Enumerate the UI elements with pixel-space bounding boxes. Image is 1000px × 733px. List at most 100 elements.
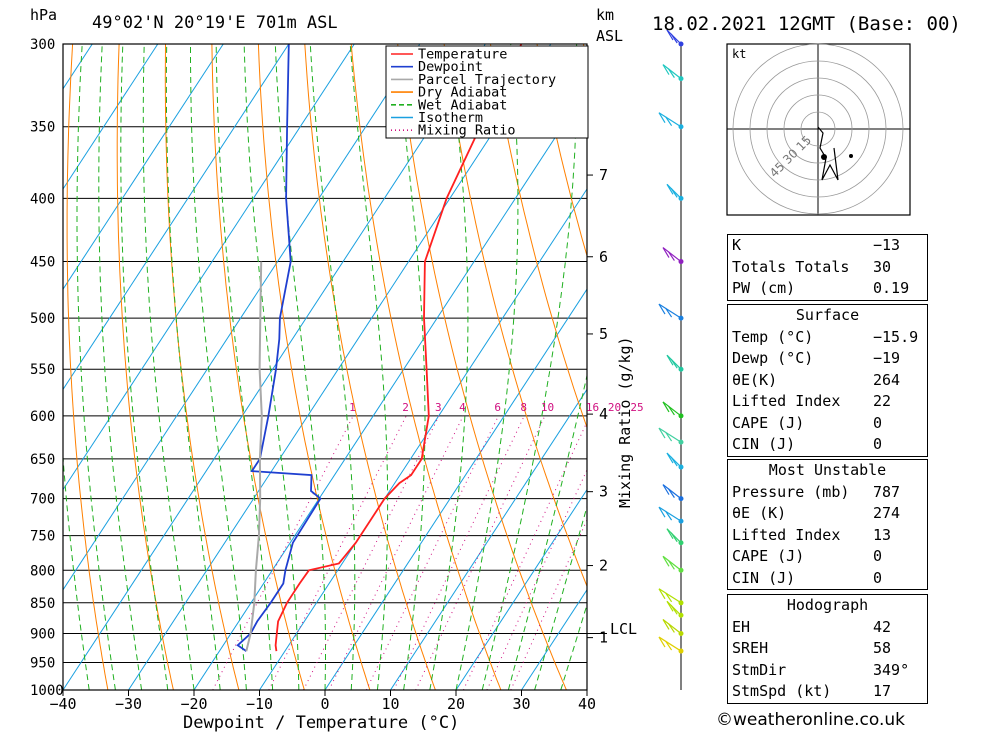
pressure-tick-label: 1000 [30, 683, 64, 699]
most-unstable-title: Most Unstable [768, 461, 887, 479]
dry-adiabat-line [536, 44, 587, 258]
index-label: K [732, 236, 742, 254]
dry-adiabat-line [397, 44, 567, 690]
wind-barb [662, 247, 684, 265]
hodograph-unit: kt [732, 47, 746, 61]
hodo-value: 58 [873, 639, 892, 657]
dry-adiabat-line [211, 44, 305, 690]
index-label: Totals Totals [732, 257, 850, 276]
temperature-profile [274, 44, 523, 652]
wet-adiabat-line [165, 44, 221, 690]
pressure-tick-label: 500 [30, 311, 55, 327]
wind-barb [662, 484, 684, 502]
surface-value: −19 [873, 349, 901, 367]
storm-motion-marker [821, 154, 827, 160]
isotherm-line [128, 44, 552, 690]
wet-adiabat-line [429, 44, 469, 690]
surface-table: Surface Temp (°C) −15.9 Dewp (°C) −19 θE(K… [727, 304, 928, 457]
mu-value: 787 [873, 482, 901, 501]
mixing-ratio-label: 20 [608, 401, 621, 414]
wet-adiabat-line [142, 44, 195, 690]
surface-row: Dewp (°C) −19 [728, 348, 927, 370]
hodo-row: SREH 58 [728, 638, 927, 660]
wind-barb [666, 452, 684, 470]
surface-label: CIN (J) [732, 435, 796, 453]
mu-value: 13 [873, 525, 892, 544]
legend-entry: Dry Adiabat [418, 85, 507, 101]
wet-adiabat-line [349, 44, 389, 690]
datetime-title: 18.02.2021 12GMT (Base: 00) [652, 13, 961, 35]
x-tick-label: 30 [512, 695, 530, 713]
pressure-tick-label: 700 [30, 492, 55, 508]
wet-adiabat-line [63, 44, 90, 690]
index-value: 30 [873, 257, 892, 276]
mixing-ratio-line [510, 518, 587, 690]
dry-adiabat-line [116, 44, 174, 690]
dewpoint-profile [236, 44, 322, 652]
hodograph-title: Hodograph [786, 596, 869, 614]
pressure-tick-label: 950 [30, 655, 55, 671]
mixing-ratio-line [486, 468, 587, 690]
surface-value: 0 [873, 435, 883, 453]
wet-adiabat-line [243, 44, 300, 690]
wet-adiabat-line [120, 44, 169, 690]
isotherm-line [63, 44, 290, 391]
km-tick-label: 5 [599, 325, 608, 343]
hodograph-ring [732, 43, 904, 215]
mixing-ratio-label: 3 [435, 401, 442, 414]
mixing-ratio-label: 8 [520, 401, 527, 414]
surface-label: Lifted Index [732, 392, 841, 410]
mixing-ratio-label: 2 [402, 401, 409, 414]
x-tick-label: 20 [447, 695, 465, 713]
x-tick-label: −20 [180, 695, 207, 713]
mixing-ratio-line [415, 415, 546, 690]
copyright-footer[interactable]: ©weatheronline.co.uk [716, 710, 906, 730]
wet-adiabat-line [98, 44, 143, 690]
hodo-value: 17 [873, 682, 892, 700]
wind-barb [662, 401, 684, 419]
surface-row: CIN (J) 0 [728, 434, 927, 456]
indices-table: K −13 Totals Totals 30 PW (cm) 0.19 [727, 234, 928, 301]
mixing-ratio-label: 6 [494, 401, 501, 414]
isotherm-line [259, 188, 587, 690]
dry-adiabat-line [955, 44, 1000, 690]
hodo-label: StmDir [732, 660, 787, 679]
pressure-tick-label: 350 [30, 120, 55, 136]
wet-adiabat-line [76, 44, 116, 690]
parcel-trajectory-profile [245, 261, 263, 652]
pressure-tick-label: 400 [30, 191, 55, 207]
mixing-ratio-line [303, 415, 440, 690]
km-tick-label: 3 [599, 483, 608, 501]
lcl-label: LCL [610, 620, 637, 638]
wet-adiabat-line [309, 44, 356, 690]
legend-entry: Parcel Trajectory [418, 72, 556, 88]
pressure-tick-label: 450 [30, 255, 55, 271]
legend-entry: Wet Adiabat [418, 97, 507, 113]
legend-entry: Mixing Ratio [418, 123, 516, 139]
hodograph-ring [749, 60, 887, 198]
surface-label: θE(K) [732, 370, 778, 389]
wet-adiabat-line [190, 44, 247, 690]
wind-barb [666, 29, 684, 47]
pressure-tick-label: 300 [30, 37, 55, 53]
surface-label: CAPE (J) [732, 413, 805, 432]
mu-row: Pressure (mb) 787 [728, 482, 927, 504]
mu-label: Pressure (mb) [732, 482, 850, 501]
surface-row: θE(K) 264 [728, 370, 927, 392]
wind-barb [658, 427, 684, 445]
isotherm-line [63, 44, 486, 690]
mixing-ratio-label: 25 [630, 401, 643, 414]
pressure-tick-label: 800 [30, 563, 55, 579]
km-tick-label: 4 [599, 405, 608, 423]
wet-adiabat-line [455, 44, 519, 690]
dry-adiabat-line [443, 44, 587, 588]
hodograph-ring [800, 111, 836, 147]
surface-label: Temp (°C) [732, 327, 814, 346]
surface-value: 264 [873, 370, 901, 389]
pressure-tick-label: 600 [30, 409, 55, 425]
dry-adiabat-line [164, 44, 240, 690]
most-unstable-table: Most Unstable Pressure (mb) 787 θE (K) 274… [727, 459, 928, 590]
hodo-row: StmDir 349° [728, 660, 927, 682]
x-tick-label: −40 [49, 695, 76, 713]
hodo-label: SREH [732, 639, 769, 657]
